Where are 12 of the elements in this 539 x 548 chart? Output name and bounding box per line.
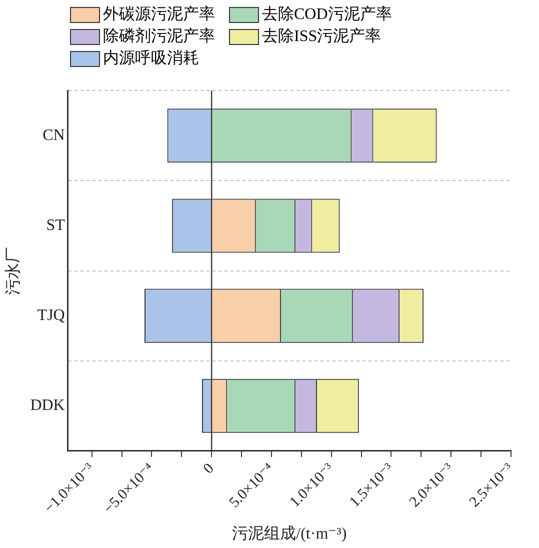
y-tick-label: DDK [30,397,66,414]
y-axis-title: 污水厂 [4,246,22,295]
legend-label: 除磷剂污泥产率 [103,26,215,47]
legend-label: 内源呼吸消耗 [103,48,199,69]
legend-label: 外碳源污泥产率 [103,4,215,25]
y-tick-label: ST [46,216,66,234]
x-axis-title: 污泥组成/(t·m⁻³) [232,524,347,543]
y-tick-label: TJQ [37,307,66,324]
x-tick-label: 0 [200,460,218,478]
legend-label: 去除ISS污泥产率 [262,26,382,47]
legend-label: 去除COD污泥产率 [262,4,392,25]
y-tick-label: CN [42,126,66,144]
